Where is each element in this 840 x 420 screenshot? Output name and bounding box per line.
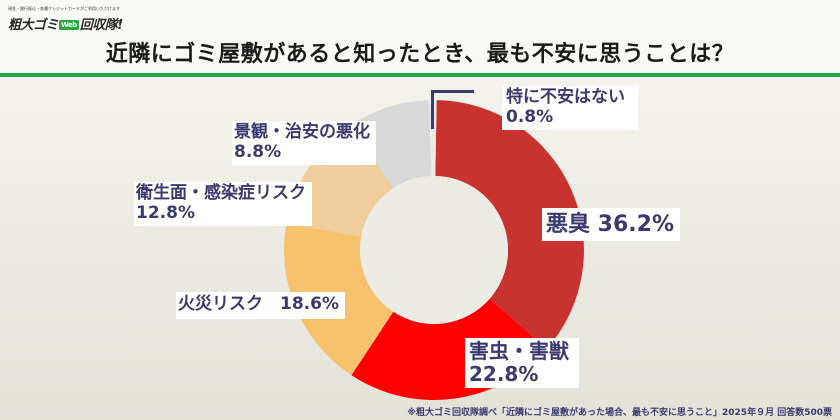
slice-none	[429, 100, 437, 177]
label-pests: 害虫・害獣 22.8%	[465, 338, 579, 388]
label-fire: 火災リスク 18.6%	[176, 292, 345, 319]
chart-title: 近隣にゴミ屋敷があると知ったとき、最も不安に思うことは？	[105, 42, 735, 67]
logo-text-b: 回収隊!	[79, 18, 123, 33]
label-bad-smell-text: 悪臭 36.2%	[546, 212, 674, 237]
label-pests-value: 22.8%	[469, 362, 539, 386]
logo-text-a: 粗大ゴミ	[8, 18, 59, 33]
label-hygiene-value: 12.8%	[136, 202, 195, 223]
header-bar: 現金・銀行振込・各種クレジットカードがご利用いただけます 粗大ゴミ Web 回収隊!…	[0, 0, 840, 74]
label-hygiene: 衛生面・感染症リスク 12.8%	[134, 182, 312, 227]
leader-line-none	[431, 90, 474, 129]
label-none: 特に不安はない 0.8%	[502, 86, 638, 131]
slice-bad-smell	[435, 100, 584, 350]
label-landscape-name: 景観・治安の悪化	[234, 122, 370, 142]
label-hygiene-name: 衛生面・感染症リスク	[136, 183, 306, 203]
title-divider	[0, 73, 840, 77]
footnote: ※粗大ゴミ回収隊調べ「近隣にゴミ屋敷があった場合、最も不安に思うこと」2025年…	[407, 408, 832, 418]
logo-wordmark: 粗大ゴミ Web 回収隊!	[8, 14, 123, 33]
donut-hole	[360, 176, 508, 324]
label-landscape: 景観・治安の悪化 8.8%	[232, 121, 376, 166]
label-bad-smell: 悪臭 36.2%	[542, 208, 680, 242]
label-landscape-value: 8.8%	[234, 141, 282, 162]
label-fire-text: 火災リスク 18.6%	[178, 294, 339, 314]
label-none-value: 0.8%	[506, 106, 554, 127]
label-pests-name: 害虫・害獣	[469, 339, 569, 363]
label-none-name: 特に不安はない	[506, 87, 625, 107]
logo-tagline: 現金・銀行振込・各種クレジットカードがご利用いただけます	[8, 6, 120, 11]
logo-web-badge: Web	[59, 20, 79, 30]
brand-logo[interactable]: 現金・銀行振込・各種クレジットカードがご利用いただけます 粗大ゴミ Web 回収隊!	[8, 6, 128, 33]
